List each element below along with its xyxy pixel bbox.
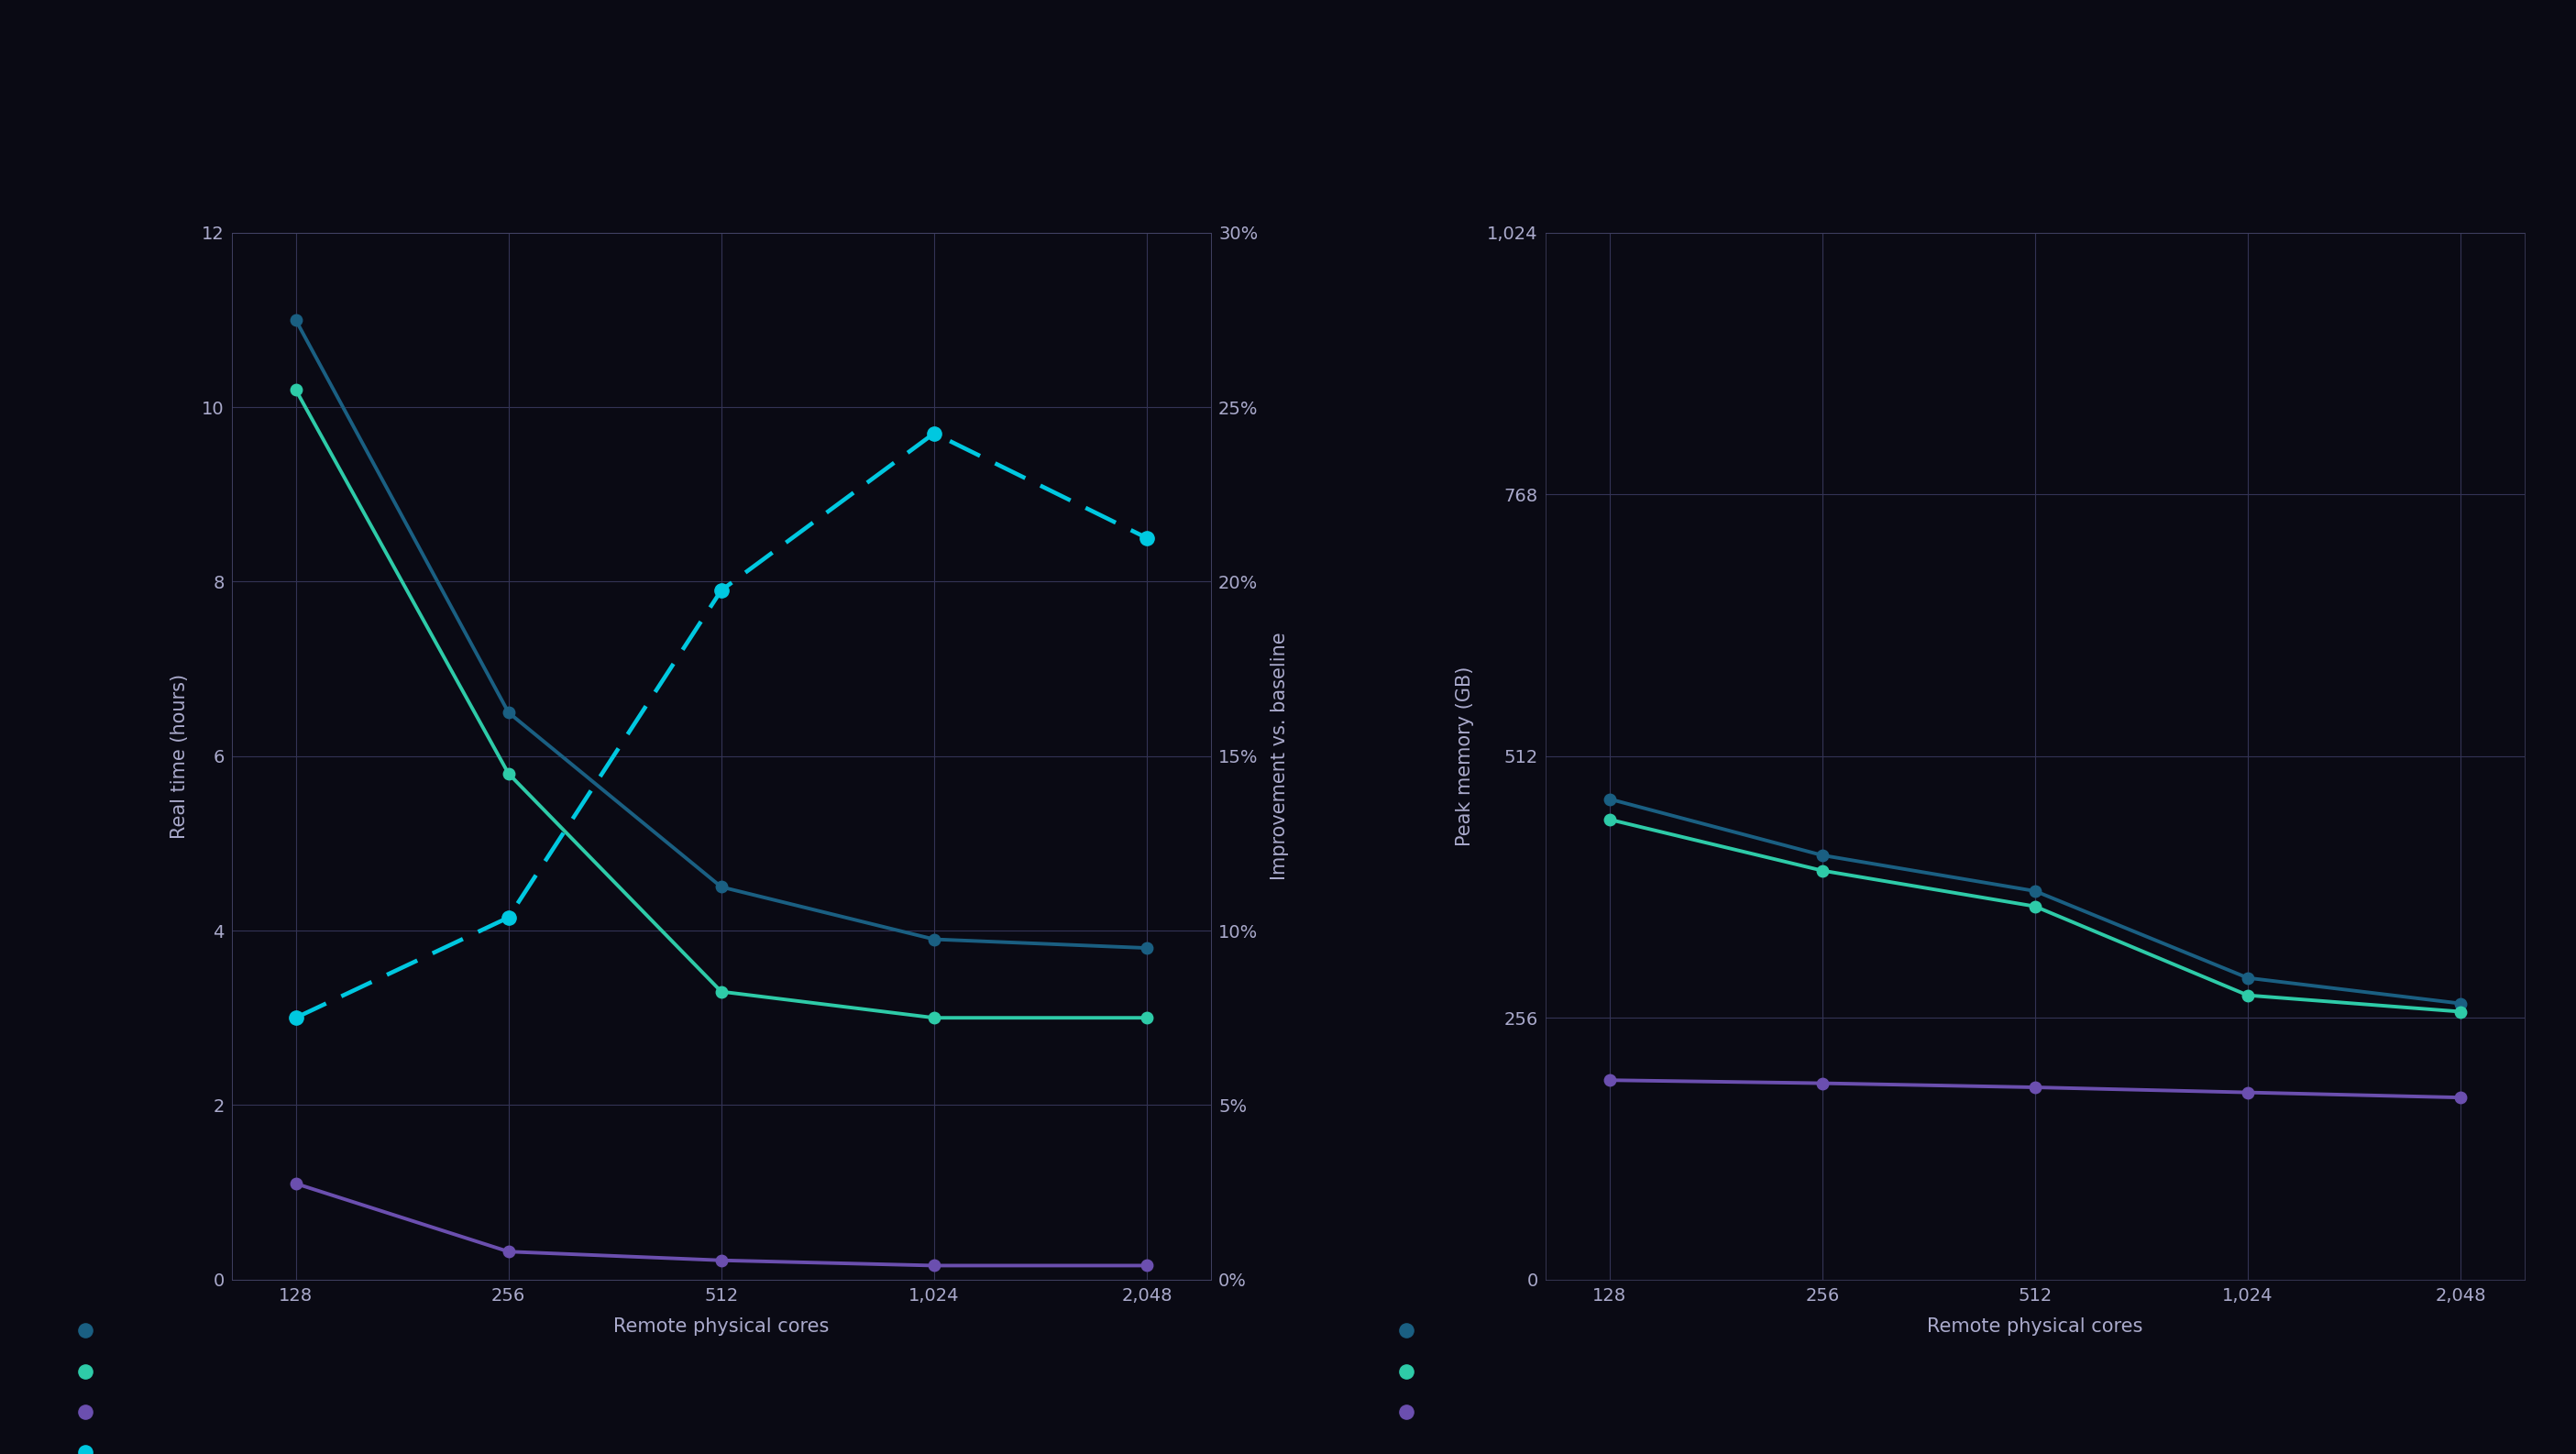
Point: [1479, 1227, 1520, 1250]
Point: [1479, 1268, 1520, 1291]
Point: [157, 1309, 198, 1332]
Y-axis label: Real time (hours): Real time (hours): [170, 673, 188, 839]
Point: [157, 1227, 198, 1250]
X-axis label: Remote physical cores: Remote physical cores: [1927, 1317, 2143, 1336]
Point: [157, 1186, 198, 1210]
X-axis label: Remote physical cores: Remote physical cores: [613, 1317, 829, 1336]
Point: [157, 1268, 198, 1291]
Y-axis label: Peak memory (GB): Peak memory (GB): [1455, 666, 1473, 846]
Point: [1479, 1186, 1520, 1210]
Y-axis label: Improvement vs. baseline: Improvement vs. baseline: [1270, 632, 1291, 880]
